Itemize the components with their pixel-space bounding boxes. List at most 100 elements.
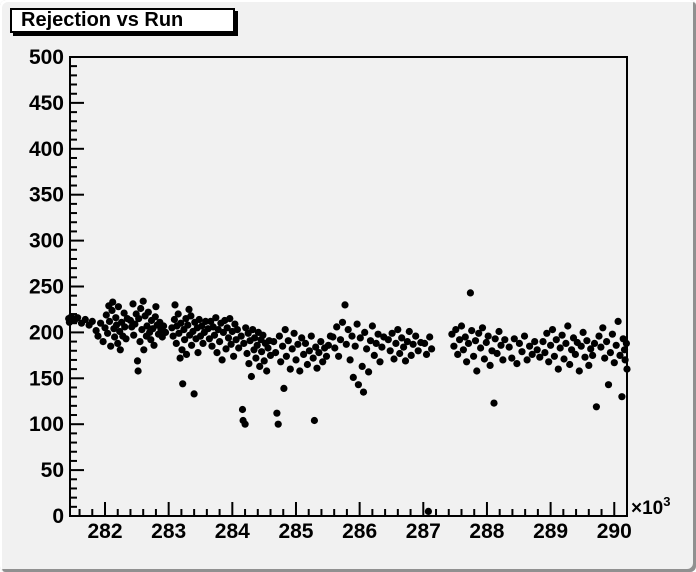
data-point (222, 345, 230, 353)
data-point (366, 337, 375, 345)
data-point (349, 373, 357, 381)
data-point (160, 322, 168, 330)
data-point (185, 305, 193, 313)
data-point (566, 360, 574, 369)
data-point (390, 355, 398, 363)
data-point (272, 349, 280, 357)
data-point (457, 322, 466, 330)
data-point (202, 317, 210, 325)
data-point (181, 336, 189, 344)
data-point (315, 349, 323, 357)
data-point (177, 319, 185, 327)
data-point (452, 326, 460, 334)
data-point (464, 339, 473, 347)
data-point (109, 298, 117, 306)
data-point (592, 403, 601, 411)
y-tick-label: 300 (29, 230, 64, 253)
data-point (233, 326, 241, 334)
data-point (604, 381, 613, 389)
data-point (510, 335, 518, 343)
data-point (344, 326, 352, 334)
y-tick-label: 450 (29, 92, 64, 115)
data-point (497, 341, 505, 349)
data-point (508, 354, 516, 362)
data-point (97, 319, 105, 327)
data-point (590, 339, 599, 347)
data-point (388, 329, 396, 337)
data-point (358, 362, 366, 370)
data-point (138, 326, 146, 334)
data-point (161, 328, 170, 336)
data-point (548, 326, 557, 334)
data-point (463, 358, 471, 366)
data-point (92, 327, 100, 335)
chart-title: Rejection vs Run (21, 9, 184, 31)
data-point (475, 329, 483, 337)
data-point (556, 344, 564, 352)
data-point (346, 356, 354, 364)
data-point (394, 326, 402, 334)
data-point (288, 345, 296, 353)
data-point (560, 355, 568, 363)
data-point (134, 367, 142, 375)
data-point (599, 324, 607, 332)
data-point (298, 334, 306, 342)
data-point (199, 339, 207, 347)
data-point (585, 361, 593, 369)
data-point (259, 331, 267, 339)
data-point (279, 342, 287, 350)
data-point (571, 350, 580, 358)
x-axis-ticks (78, 502, 628, 516)
data-point (589, 351, 597, 359)
data-point (577, 342, 585, 350)
data-point (74, 314, 82, 322)
data-point (356, 334, 364, 342)
x-tick-label: 285 (278, 520, 313, 543)
chart-title-box: Rejection vs Run (10, 8, 235, 33)
data-point (384, 336, 392, 344)
data-point (111, 333, 119, 341)
data-point (212, 314, 220, 322)
data-point (610, 359, 618, 367)
data-point (618, 393, 626, 401)
data-point (176, 354, 184, 362)
data-point (336, 336, 345, 344)
x-tick-label: 286 (342, 520, 377, 543)
data-point (513, 360, 521, 368)
data-point (152, 303, 160, 311)
data-point (398, 334, 406, 342)
data-point (612, 341, 620, 349)
data-point (184, 321, 192, 329)
data-point (216, 338, 224, 346)
data-point (230, 352, 238, 360)
data-point (616, 351, 624, 359)
x-tick-label: 284 (215, 520, 250, 543)
data-point (292, 356, 300, 364)
data-point (597, 343, 605, 351)
y-tick-label: 400 (29, 138, 64, 161)
data-point (515, 339, 524, 347)
data-point (313, 364, 321, 372)
data-point (361, 328, 369, 336)
data-point (422, 350, 431, 358)
data-point (414, 347, 422, 355)
data-point (407, 351, 415, 359)
data-point (376, 358, 384, 366)
data-point (275, 332, 283, 340)
data-point (277, 358, 285, 366)
data-point (608, 330, 617, 338)
data-point (539, 338, 547, 346)
data-point (130, 331, 138, 339)
data-point (470, 352, 478, 360)
data-point (174, 310, 182, 318)
data-point (528, 350, 536, 358)
data-point (558, 331, 566, 339)
data-point (150, 341, 158, 349)
data-point (482, 338, 490, 347)
data-point (370, 351, 378, 359)
data-point (105, 317, 114, 325)
x-axis-exponent-label: ×103 (631, 494, 670, 519)
data-point (365, 368, 373, 376)
